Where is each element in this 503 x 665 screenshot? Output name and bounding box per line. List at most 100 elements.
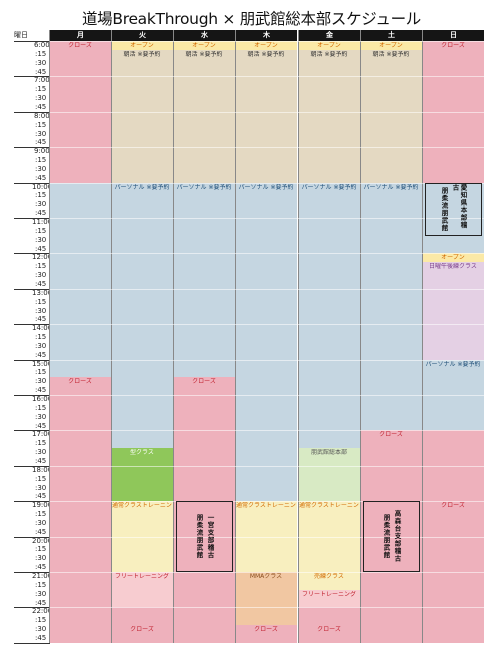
hour-divider	[14, 182, 50, 184]
time-label: :15	[35, 439, 47, 448]
block-label: フリートレーニング	[114, 573, 169, 580]
schedule-block	[236, 182, 297, 502]
schedule-block	[174, 41, 235, 50]
vertical-label: 高森台支部稽古	[393, 510, 401, 563]
grid-bottom-line	[14, 642, 50, 644]
time-cell	[14, 563, 49, 572]
hour-gridline	[50, 430, 485, 432]
time-cell	[14, 297, 49, 307]
block-label: オープン	[441, 254, 465, 262]
time-label: :15	[35, 616, 47, 625]
time-label: 17:00	[32, 430, 53, 439]
time-cell	[14, 218, 49, 227]
time-label: 14:00	[32, 324, 53, 333]
hour-gridline	[50, 536, 485, 538]
time-cell	[14, 465, 49, 475]
block-label: オープン	[317, 42, 341, 49]
time-label: :15	[35, 297, 47, 306]
time-label: :45	[35, 598, 47, 607]
schedule-block	[361, 41, 422, 50]
day-header: 日	[423, 30, 484, 41]
time-cell	[14, 271, 49, 280]
time-label: :15	[35, 368, 47, 377]
schedule-block	[236, 501, 297, 572]
time-cell	[14, 421, 49, 431]
block-label: オープン	[130, 42, 154, 49]
time-cell	[14, 501, 49, 510]
page-title: 道場BreakThrough × 朋武館総本部スケジュール	[81, 10, 422, 28]
time-label: :15	[35, 474, 47, 483]
time-cell	[14, 439, 49, 449]
hour-divider	[14, 359, 50, 361]
schedule-block	[423, 359, 484, 431]
hour-gridline	[50, 324, 485, 326]
time-cell	[14, 492, 49, 502]
vertical-label: 愛知県本部稽古	[451, 183, 467, 229]
time-label: :15	[35, 85, 47, 94]
dojo-practice-box: 一宮支部稽古 朋柔流朋武館	[176, 501, 233, 572]
time-label: :45	[35, 563, 47, 572]
vertical-label: 朋柔流朋武館	[440, 186, 448, 232]
time-cell	[14, 156, 49, 165]
time-label: :15	[35, 262, 47, 271]
time-cell	[14, 527, 49, 537]
hour-gridline	[50, 41, 485, 42]
hour-divider	[14, 111, 50, 113]
block-label: フリートレーニング	[301, 590, 356, 598]
block-label: クローズ	[441, 502, 465, 510]
hour-gridline	[50, 359, 485, 361]
hour-divider	[14, 218, 50, 219]
block-label: 型クラス	[130, 449, 154, 457]
time-label: :15	[35, 156, 47, 165]
schedule-block	[423, 182, 484, 254]
block-label: クローズ	[130, 626, 154, 634]
weekday-corner-label: 曜日	[14, 30, 50, 41]
time-cell	[14, 341, 49, 351]
schedule-block	[50, 182, 111, 378]
time-label: :45	[35, 209, 47, 218]
time-cell	[14, 412, 49, 422]
time-label: :45	[35, 421, 47, 430]
time-label: :45	[35, 386, 47, 395]
hour-divider	[14, 501, 50, 503]
time-cell	[14, 147, 49, 156]
time-cell	[14, 67, 49, 77]
time-label: 15:00	[32, 359, 53, 368]
column-divider	[235, 30, 236, 643]
time-cell	[14, 589, 49, 599]
time-label: :45	[35, 173, 47, 182]
time-cell	[14, 598, 49, 608]
block-label: パーソナル ※要予約	[176, 183, 232, 191]
time-cell	[14, 572, 49, 581]
schedule-block	[299, 41, 360, 50]
time-label: 11:00	[32, 218, 53, 226]
hour-divider	[14, 430, 50, 432]
time-label: :30	[35, 271, 47, 280]
time-cell	[14, 536, 49, 546]
time-label: :30	[35, 483, 47, 492]
time-cell	[14, 76, 49, 86]
time-label: 7:00	[34, 76, 50, 85]
time-cell	[14, 403, 49, 413]
time-label: 13:00	[32, 288, 53, 297]
time-label: :45	[35, 244, 47, 253]
column-divider	[298, 30, 299, 643]
block-label: オープン	[379, 42, 403, 49]
day-header: 火	[112, 30, 173, 41]
time-label: :30	[35, 554, 47, 563]
time-cell	[14, 182, 49, 192]
schedule-block	[112, 41, 173, 50]
day-header: 土	[361, 30, 422, 41]
time-label: :45	[35, 102, 47, 111]
block-label: クローズ	[317, 626, 341, 634]
time-cell	[14, 164, 49, 174]
time-label: :30	[35, 625, 47, 634]
time-cell	[14, 200, 49, 210]
block-label: 通常クラストレーニング	[236, 502, 296, 510]
schedule-block	[112, 501, 173, 572]
schedule-block	[299, 501, 360, 572]
time-cell	[14, 377, 49, 387]
time-label: 19:00	[32, 501, 53, 510]
time-cell	[14, 607, 49, 617]
time-cell	[14, 244, 49, 254]
